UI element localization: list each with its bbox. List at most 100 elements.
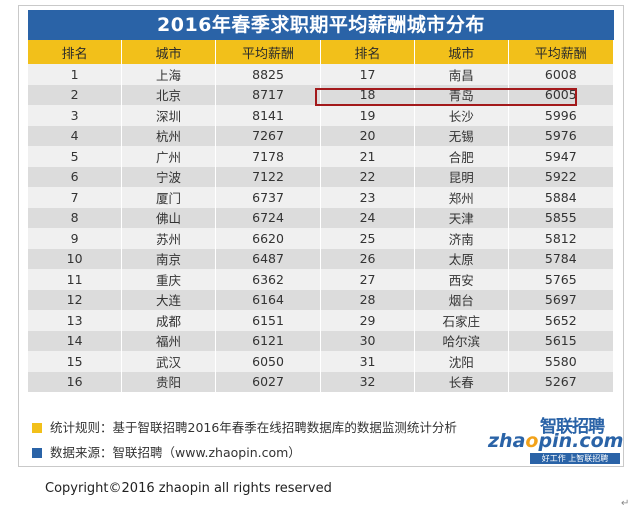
- table-row: 16 贵阳 6027 32 长春 5267: [28, 371, 615, 392]
- cell-rank: 4: [28, 125, 123, 146]
- cell-city: 武汉: [121, 351, 216, 372]
- cell-city: 宁波: [121, 166, 216, 187]
- cell-salary: 5855: [508, 207, 615, 228]
- cell-salary: 7267: [215, 125, 322, 146]
- cell-rank: 9: [28, 228, 123, 249]
- header-city-left: 城市: [121, 40, 216, 64]
- table-row: 13 成都 6151 29 石家庄 5652: [28, 310, 615, 331]
- table-title: 2016年春季求职期平均薪酬城市分布: [28, 10, 614, 40]
- header-row: 排名 城市 平均薪酬 排名 城市 平均薪酬: [28, 40, 615, 64]
- header-rank-right: 排名: [320, 40, 415, 64]
- cell-salary: 6487: [215, 248, 322, 269]
- cell-rank: 26: [320, 248, 415, 269]
- cell-city: 杭州: [121, 125, 216, 146]
- table-row: 4 杭州 7267 20 无锡 5976: [28, 125, 615, 146]
- cell-salary: 5765: [508, 269, 615, 290]
- cell-rank: 16: [28, 371, 123, 392]
- cell-rank: 28: [320, 289, 415, 310]
- logo-o: o: [525, 430, 539, 452]
- cell-rank: 11: [28, 269, 123, 290]
- cell-rank: 20: [320, 125, 415, 146]
- blue-square-icon: [32, 448, 42, 458]
- cell-city: 苏州: [121, 228, 216, 249]
- cell-city: 青岛: [414, 84, 509, 105]
- cell-city: 厦门: [121, 187, 216, 208]
- cell-city: 烟台: [414, 289, 509, 310]
- header-city-right: 城市: [414, 40, 509, 64]
- cell-city: 成都: [121, 310, 216, 331]
- yellow-square-icon: [32, 423, 42, 433]
- cell-rank: 31: [320, 351, 415, 372]
- cell-salary: 6008: [508, 64, 615, 85]
- cell-city: 长春: [414, 371, 509, 392]
- cell-salary: 6050: [215, 351, 322, 372]
- table-row: 3 深圳 8141 19 长沙 5996: [28, 105, 615, 126]
- cell-rank: 10: [28, 248, 123, 269]
- cell-city: 上海: [121, 64, 216, 85]
- cell-city: 无锡: [414, 125, 509, 146]
- cell-city: 天津: [414, 207, 509, 228]
- zhaopin-logo: 智联招聘 zhaopin.com 好工作 上智联招聘: [488, 412, 623, 464]
- cell-rank: 30: [320, 330, 415, 351]
- cell-salary: 6164: [215, 289, 322, 310]
- cell-rank: 27: [320, 269, 415, 290]
- cell-rank: 7: [28, 187, 123, 208]
- salary-table: 排名 城市 平均薪酬 排名 城市 平均薪酬 1 上海 8825 17 南昌 6008 2 北京…: [28, 40, 615, 392]
- logo-en: zhaopin.com: [488, 430, 624, 452]
- cell-rank: 23: [320, 187, 415, 208]
- cell-rank: 18: [320, 84, 415, 105]
- cell-rank: 29: [320, 310, 415, 331]
- cell-rank: 22: [320, 166, 415, 187]
- cell-city: 贵阳: [121, 371, 216, 392]
- cell-rank: 14: [28, 330, 123, 351]
- cell-rank: 8: [28, 207, 123, 228]
- logo-slogan: 好工作 上智联招聘: [530, 453, 620, 464]
- cell-rank: 15: [28, 351, 123, 372]
- cell-rank: 3: [28, 105, 123, 126]
- cell-salary: 8825: [215, 64, 322, 85]
- cell-salary: 6620: [215, 228, 322, 249]
- cell-salary: 6005: [508, 84, 615, 105]
- table-row: 14 福州 6121 30 哈尔滨 5615: [28, 330, 615, 351]
- cell-salary: 5884: [508, 187, 615, 208]
- cell-city: 石家庄: [414, 310, 509, 331]
- cell-rank: 24: [320, 207, 415, 228]
- cell-city: 北京: [121, 84, 216, 105]
- header-salary-left: 平均薪酬: [215, 40, 322, 64]
- cell-salary: 8717: [215, 84, 322, 105]
- table-row: 15 武汉 6050 31 沈阳 5580: [28, 351, 615, 372]
- logo-cn: 智联招聘: [540, 417, 605, 437]
- note-source-text: 数据来源：智联招聘（www.zhaopin.com）: [50, 445, 301, 460]
- cell-rank: 25: [320, 228, 415, 249]
- cell-salary: 5996: [508, 105, 615, 126]
- cell-salary: 6362: [215, 269, 322, 290]
- table-row: 5 广州 7178 21 合肥 5947: [28, 146, 615, 167]
- return-mark-icon: ↵: [621, 498, 630, 509]
- cell-salary: 5922: [508, 166, 615, 187]
- table-row: 1 上海 8825 17 南昌 6008: [28, 64, 615, 85]
- cell-city: 广州: [121, 146, 216, 167]
- cell-city: 济南: [414, 228, 509, 249]
- table-body: 1 上海 8825 17 南昌 6008 2 北京 8717 18 青岛 6005 3 深圳 8141 19 长…: [28, 64, 615, 392]
- cell-city: 重庆: [121, 269, 216, 290]
- cell-rank: 19: [320, 105, 415, 126]
- cell-city: 南昌: [414, 64, 509, 85]
- cell-rank: 12: [28, 289, 123, 310]
- cell-city: 合肥: [414, 146, 509, 167]
- cell-city: 福州: [121, 330, 216, 351]
- cell-salary: 5947: [508, 146, 615, 167]
- note-source: 数据来源：智联招聘（www.zhaopin.com）: [32, 442, 301, 461]
- copyright-text: Copyright©2016 zhaopin all rights reserv…: [45, 481, 332, 496]
- cell-city: 佛山: [121, 207, 216, 228]
- cell-rank: 21: [320, 146, 415, 167]
- cell-city: 西安: [414, 269, 509, 290]
- cell-salary: 5812: [508, 228, 615, 249]
- cell-salary: 6151: [215, 310, 322, 331]
- cell-rank: 17: [320, 64, 415, 85]
- table-row: 9 苏州 6620 25 济南 5812: [28, 228, 615, 249]
- cell-salary: 5697: [508, 289, 615, 310]
- cell-city: 大连: [121, 289, 216, 310]
- cell-salary: 5652: [508, 310, 615, 331]
- note-rule-text: 统计规则：基于智联招聘2016年春季在线招聘数据库的数据监测统计分析: [50, 420, 457, 435]
- cell-rank: 32: [320, 371, 415, 392]
